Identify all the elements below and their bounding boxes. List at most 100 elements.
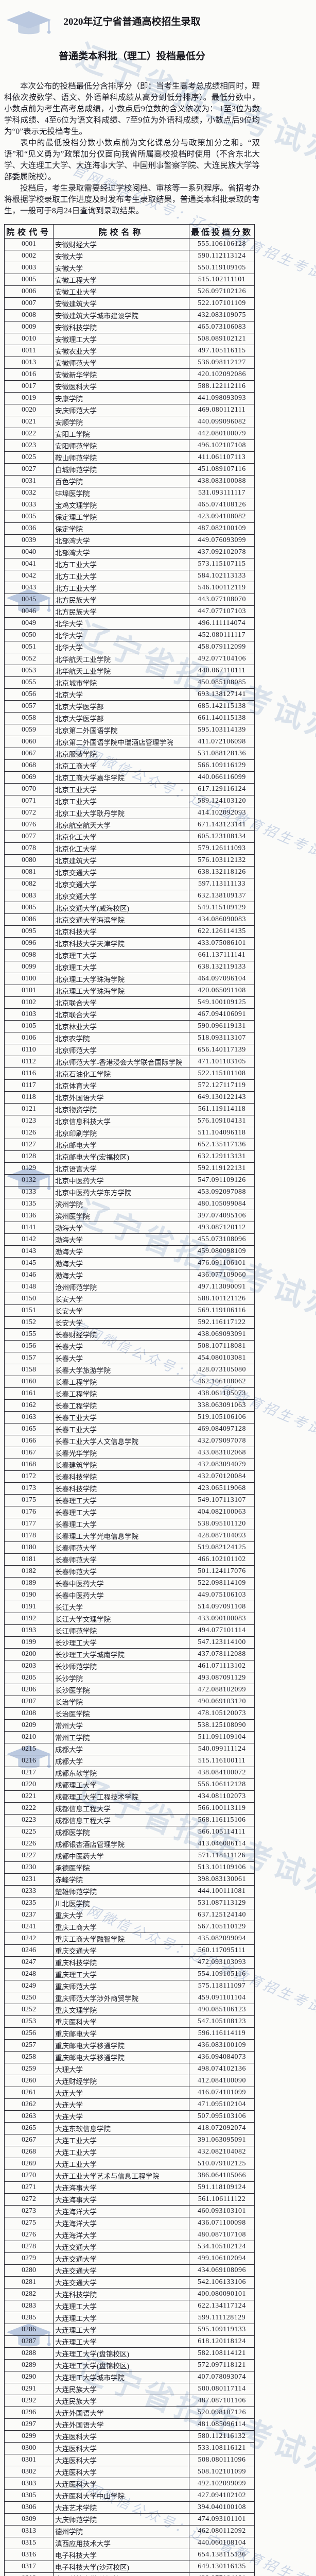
college-name-cell: 安庆师范大学 (53, 404, 189, 416)
college-name-cell: 重庆科技学院 (53, 1956, 189, 1969)
college-name-cell: 长春理工大学 (53, 1518, 189, 1530)
table-row: 0272 大连海事大学 561.106111122 (4, 2193, 255, 2206)
college-code-cell: 0086 (4, 913, 54, 926)
min-score-cell: 438.084100072 (189, 1767, 255, 1779)
college-name-cell: 常州大学 (53, 1719, 189, 1732)
min-score-cell: 400.080090101 (189, 2288, 255, 2300)
table-header-row: 院校代号 院校名称 最低投档分数 (4, 224, 255, 239)
college-code-cell: 0045 (4, 594, 54, 606)
college-name-cell: 长春理工大学 (53, 1494, 189, 1506)
table-row: 0117 北京体育大学 572.127117119 (4, 1079, 255, 1092)
min-score-cell: 418.072092074 (189, 2122, 255, 2134)
college-name-cell: 成都大学 (53, 1755, 189, 1767)
college-name-cell: 北京体育大学 (53, 1079, 189, 1092)
college-name-cell: 长春工程学院 (53, 1399, 189, 1412)
table-row: 0173 长春科技学院 423.065119068 (4, 1482, 255, 1495)
table-row: 0271 大连海事大学 591.118109124 (4, 2181, 255, 2194)
college-name-cell: 北京交通大学 (53, 866, 189, 878)
college-name-cell: 安徽建筑大学城市建设学院 (53, 309, 189, 321)
college-code-cell: 0217 (4, 1767, 54, 1779)
college-name-cell: 成都信息工程大学 (53, 1802, 189, 1815)
college-name-cell: 北部湾大学 (53, 534, 189, 547)
college-code-cell: 0235 (4, 1897, 54, 1909)
table-row: 0237 重庆大学 637.125124140 (4, 1909, 255, 1921)
college-code-cell: 0041 (4, 558, 54, 570)
table-row: 0033 宝鸡文理学院 465.074108126 (4, 499, 255, 511)
table-row: 0269 大连工业大学 510.079102125 (4, 2158, 255, 2170)
min-score-cell: 510.079102125 (189, 2158, 255, 2170)
college-name-cell: 长沙理工大学城南学院 (53, 1648, 189, 1660)
college-name-cell: 百色学院 (53, 475, 189, 487)
page-title-line2: 普通类本科批（理工）投档最低分 (58, 51, 205, 62)
table-row: 0200 长沙理工大学城南学院 437.078112088 (4, 1648, 255, 1660)
college-name-cell: 北华大学 (53, 617, 189, 630)
table-row: 0193 长江师范学院 494.077101114 (4, 1624, 255, 1637)
min-score-cell: 656.140117139 (189, 1044, 255, 1056)
table-row: 0050 北华大学 452.080111117 (4, 629, 255, 641)
min-score-cell: 547.091109126 (189, 1174, 255, 1187)
min-score-cell: 338.063091063 (189, 1399, 255, 1412)
table-row: 0078 北京化工大学 579.126111093 (4, 842, 255, 855)
college-code-cell: 0102 (4, 996, 54, 1009)
college-code-cell: 0060 (4, 736, 54, 748)
college-code-cell: 0216 (4, 1755, 54, 1767)
college-name-cell: 长春师范大学 (53, 1553, 189, 1566)
min-score-cell: 413.046086114 (189, 1838, 255, 1850)
table-row: 0102 北京联合大学 549.100109125 (4, 996, 255, 1009)
college-code-cell: 0148 (4, 1281, 54, 1293)
college-name-cell: 长安大学 (53, 1316, 189, 1329)
table-row: 0226 成都银杏酒店管理学院 413.046086114 (4, 1838, 255, 1850)
min-score-cell: 428.073105080 (189, 1364, 255, 1376)
college-name-cell: 大连工业大学 (53, 2134, 189, 2146)
table-row: 0105 北京林业大学 590.096119131 (4, 1020, 255, 1032)
min-score-cell: 638.132119133 (189, 961, 255, 973)
college-code-cell: 0281 (4, 2276, 54, 2289)
college-code-cell: 0052 (4, 653, 54, 665)
table-row: 0022 安阳工学院 442.080100079 (4, 428, 255, 440)
table-row: 0052 北华航天工业学院 492.077104106 (4, 653, 255, 665)
college-code-cell: 0276 (4, 2229, 54, 2241)
college-code-cell: 0057 (4, 700, 54, 713)
table-row: 0288 大连理工大学(盘锦校区) 582.108114121 (4, 2347, 255, 2360)
min-score-cell: 436.094084073 (189, 2051, 255, 2063)
college-code-cell: 0247 (4, 1956, 54, 1969)
college-name-cell: 北京科技大学天津学院 (53, 937, 189, 950)
table-row: 0007 安徽建筑大学 522.107101109 (4, 297, 255, 310)
table-row: 0282 大连科技学院 400.080090101 (4, 2288, 255, 2300)
college-code-cell: 0143 (4, 1245, 54, 1258)
min-score-cell: 693.138127141 (189, 688, 255, 701)
min-score-cell: 433.075086101 (189, 937, 255, 950)
min-score-cell: 416.074101099 (189, 2087, 255, 2099)
table-row: 0019 安康学院 441.098093093 (4, 392, 255, 404)
college-name-cell: 大连海事大学 (53, 2181, 189, 2194)
table-row: 0128 北京邮电大学(宏福校区) 632.129113131 (4, 1150, 255, 1163)
min-score-cell: 519.082124125 (189, 1541, 255, 1554)
college-code-cell: 0231 (4, 1873, 54, 1886)
college-name-cell: 长沙师范学院 (53, 1660, 189, 1672)
table-row: 0041 北方工业大学 573.115107115 (4, 558, 255, 570)
min-score-cell: 538.125108090 (189, 1719, 255, 1732)
college-name-cell: 重庆理工大学 (53, 1968, 189, 1980)
table-row: 0258 重庆邮电大学移通学院 436.094084073 (4, 2051, 255, 2063)
college-code-cell: 0203 (4, 1660, 54, 1672)
college-code-cell: 0265 (4, 2122, 54, 2134)
college-code-cell: 0176 (4, 1506, 54, 1518)
college-name-cell: 北京工业大学 (53, 783, 189, 795)
college-name-cell: 成都信息工程大学 (53, 1814, 189, 1826)
college-name-cell: 白城师范学院 (53, 463, 189, 476)
table-row: 0155 长春财经学院 438.069093091 (4, 1328, 255, 1341)
table-row: 0160 长春工程学院 462.106108062 (4, 1376, 255, 1388)
college-code-cell: 0040 (4, 546, 54, 558)
college-code-cell: 0101 (4, 985, 54, 997)
table-row: 0053 北华航天工业学院 440.067110111 (4, 665, 255, 677)
college-name-cell: 长春师范大学 (53, 1541, 189, 1554)
min-score-cell: 522.098114109 (189, 1577, 255, 1589)
college-name-cell: 北京农学院 (53, 1032, 189, 1044)
table-row: 0036 保定学院 487.082100109 (4, 522, 255, 535)
college-name-cell: 重庆工商大学 (53, 1921, 189, 1933)
college-name-cell: 长春工业大学 (53, 1411, 189, 1423)
table-row: 0280 大连交通大学 434.069108096 (4, 2264, 255, 2277)
college-code-cell: 0152 (4, 1316, 54, 1329)
table-row: 0152 长安大学 592.116117122 (4, 1316, 255, 1329)
table-row: 0136 滨州医学院 397.074095106 (4, 1210, 255, 1222)
